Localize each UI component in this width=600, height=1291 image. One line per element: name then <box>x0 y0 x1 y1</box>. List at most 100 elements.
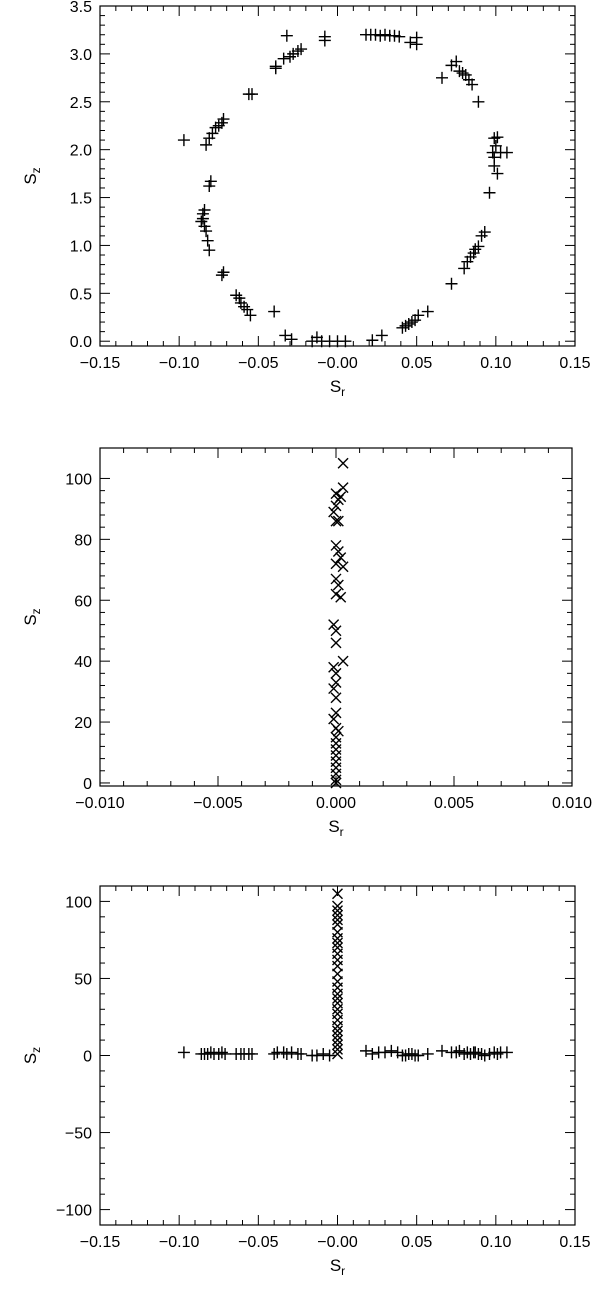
cross-point-3 <box>330 488 342 500</box>
plus-point-70 <box>462 73 475 86</box>
y-tick-label: 20 <box>74 715 92 732</box>
cross-point-0 <box>337 457 349 469</box>
plus-point-4 <box>204 1046 217 1059</box>
plus-point-50 <box>472 240 485 253</box>
cross-point-12 <box>330 558 342 570</box>
plus-point-45 <box>458 262 471 275</box>
plus-point-90 <box>295 43 308 56</box>
plus-point-49 <box>469 243 482 256</box>
plus-point-52 <box>478 226 491 239</box>
cross-point-17 <box>335 591 347 603</box>
cross-point-1 <box>332 900 343 912</box>
plus-point-36 <box>375 329 388 342</box>
cross-point-8 <box>332 937 343 949</box>
x-tick-label: −0.00 <box>317 1234 358 1251</box>
y-tick-label: 2.5 <box>70 95 92 112</box>
cross-point-9 <box>330 539 342 551</box>
plus-point-72 <box>404 36 417 49</box>
cross-point-27 <box>330 707 342 719</box>
cross-point-6 <box>328 506 340 518</box>
plus-point-46 <box>469 1046 482 1059</box>
cross-point-22 <box>328 661 340 673</box>
x-tick-label: 0.010 <box>552 795 592 812</box>
plus-point-8 <box>203 180 216 193</box>
plus-point-23 <box>317 1047 330 1060</box>
plus-point-38 <box>436 1044 448 1057</box>
x-axis-label: Sr <box>330 377 345 399</box>
cross-point-8 <box>332 515 344 527</box>
x-tick-label: 0.15 <box>559 355 590 372</box>
cross-point-22 <box>332 1020 343 1032</box>
y-tick-label: −50 <box>65 1126 92 1143</box>
y-axis-label: Sz <box>21 608 43 625</box>
plus-point-68 <box>456 67 469 80</box>
plus-point-40 <box>450 1046 463 1059</box>
plus-point-21 <box>233 292 246 305</box>
plus-point-39 <box>402 317 415 330</box>
plus-point-53 <box>483 186 496 199</box>
cross-point-28 <box>332 1048 343 1060</box>
x-tick-label: 0.10 <box>480 1234 511 1251</box>
plus-point-0 <box>177 1046 190 1059</box>
chart-panel-1: −0.15 −0.10 −0.05 −0.00 0.05 0.10 0.15 0.0 0.5 1.… <box>21 0 591 399</box>
y-tick-label: 100 <box>65 894 92 911</box>
cross-point-12 <box>332 960 343 972</box>
plus-point-67 <box>453 65 466 78</box>
plus-point-1 <box>200 138 213 151</box>
cross-point-20 <box>330 637 342 649</box>
plus-point-44 <box>445 277 458 290</box>
cross-point-24 <box>330 676 342 688</box>
plus-point-40 <box>405 316 418 329</box>
plus-point-4 <box>209 121 222 134</box>
chart-panel-2: −0.010 −0.005 0.000 0.005 0.010 0 20 40 60 80 100 S… <box>21 447 592 839</box>
plus-point-24 <box>241 303 254 316</box>
x-tick-label: 0.10 <box>480 355 511 372</box>
cross-point-3 <box>332 909 343 921</box>
plus-point-69 <box>459 68 472 81</box>
plus-point-34 <box>405 1047 418 1060</box>
plus-point-36 <box>412 1049 425 1062</box>
plus-point-59 <box>500 146 513 159</box>
plus-point-94 <box>242 88 255 101</box>
plus-point-24 <box>323 1049 336 1062</box>
cross-point-38 <box>330 774 342 786</box>
plus-point-14 <box>198 220 211 233</box>
cross-point-4 <box>332 914 343 926</box>
plus-point-61 <box>488 132 501 145</box>
y-tick-label: 50 <box>74 971 92 988</box>
cross-point-14 <box>330 573 342 585</box>
plus-point-87 <box>284 50 296 63</box>
y-axis-label: Sz <box>21 167 43 184</box>
x-tick-label: −0.010 <box>75 795 124 812</box>
x-tick-label: 0.15 <box>559 1234 590 1251</box>
cross-point-13 <box>337 561 349 573</box>
plus-point-3 <box>206 127 219 140</box>
plus-point-86 <box>277 52 290 65</box>
plus-point-38 <box>399 319 412 332</box>
plus-point-29 <box>385 1044 398 1057</box>
plus-point-20 <box>295 1047 308 1060</box>
plus-point-15 <box>200 225 213 238</box>
cross-point-26 <box>330 692 342 704</box>
cross-point-27 <box>332 1043 343 1055</box>
y-tick-label: −100 <box>56 1203 92 1220</box>
plus-point-41 <box>409 314 422 327</box>
x-axis-label: Sr <box>328 817 343 839</box>
plus-point-25 <box>244 309 257 322</box>
y-tick-label: 0.5 <box>70 286 92 303</box>
x-axis-label: Sr <box>330 1256 345 1278</box>
x-tick-label: −0.00 <box>317 355 358 372</box>
plus-point-52 <box>491 1047 504 1060</box>
cross-point-25 <box>328 683 340 695</box>
plus-point-42 <box>412 309 425 322</box>
plus-point-28 <box>285 333 298 346</box>
plus-point-41 <box>453 1044 466 1057</box>
x-tick-label: 0.005 <box>434 795 474 812</box>
plus-point-56 <box>488 151 501 164</box>
plus-point-13 <box>246 1047 258 1060</box>
y-tick-label: 80 <box>74 532 92 549</box>
x-tick-label: 0.05 <box>401 1234 432 1251</box>
chart-panel-3: −0.15 −0.10 −0.05 −0.00 0.05 0.10 0.15 −100 −50 0… <box>21 885 591 1278</box>
plus-point-37 <box>396 321 409 334</box>
cross-point-24 <box>332 1029 343 1041</box>
